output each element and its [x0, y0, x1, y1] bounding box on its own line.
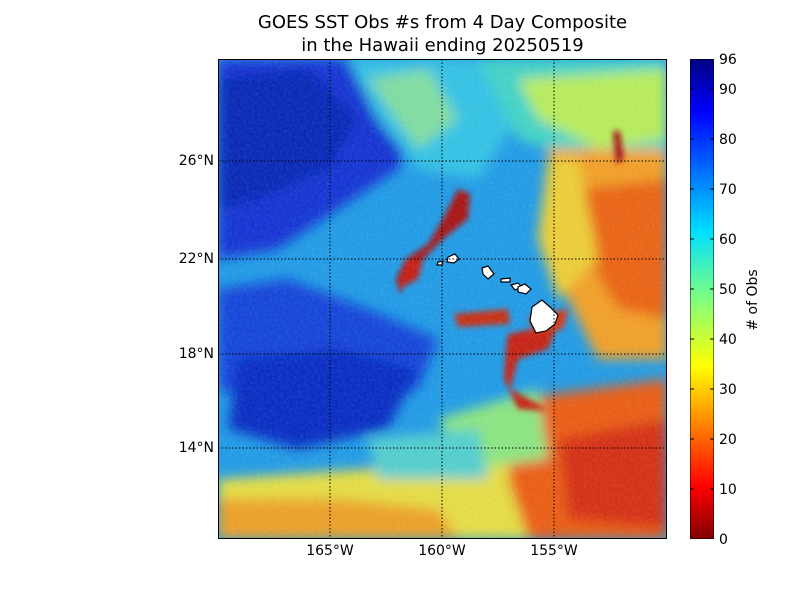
lat-label-18n: 18°N [178, 346, 214, 362]
lon-label-155w: 155°W [530, 543, 578, 559]
lon-label-165w: 165°W [306, 543, 354, 559]
colorbar-tick-50: 50 [719, 282, 737, 298]
lat-label-26n: 26°N [178, 153, 214, 169]
colorbar-label: # of Obs [745, 269, 761, 331]
colorbar-tick-20: 20 [719, 432, 737, 448]
colorbar-tick-70: 70 [719, 182, 737, 198]
colorbar-tick-80: 80 [719, 132, 737, 148]
title-line-2: in the Hawaii ending 20250519 [301, 35, 584, 56]
lat-label-14n: 14°N [178, 440, 214, 456]
colorbar [690, 59, 714, 539]
colorbar-tick-30: 30 [719, 382, 737, 398]
lon-label-160w: 160°W [418, 543, 466, 559]
graticule [218, 59, 667, 539]
sst-obs-map [218, 59, 667, 539]
colorbar-tick-0: 0 [719, 532, 728, 548]
hawaii-islands [436, 253, 559, 334]
colorbar-tick-60: 60 [719, 232, 737, 248]
title-line-1: GOES SST Obs #s from 4 Day Composite [257, 12, 628, 33]
colorbar-tick-40: 40 [719, 332, 737, 348]
colorbar-tick-10: 10 [719, 482, 737, 498]
lat-label-22n: 22°N [178, 251, 214, 267]
colorbar-tick-90: 90 [719, 82, 737, 98]
colorbar-tick-96: 96 [719, 52, 737, 68]
